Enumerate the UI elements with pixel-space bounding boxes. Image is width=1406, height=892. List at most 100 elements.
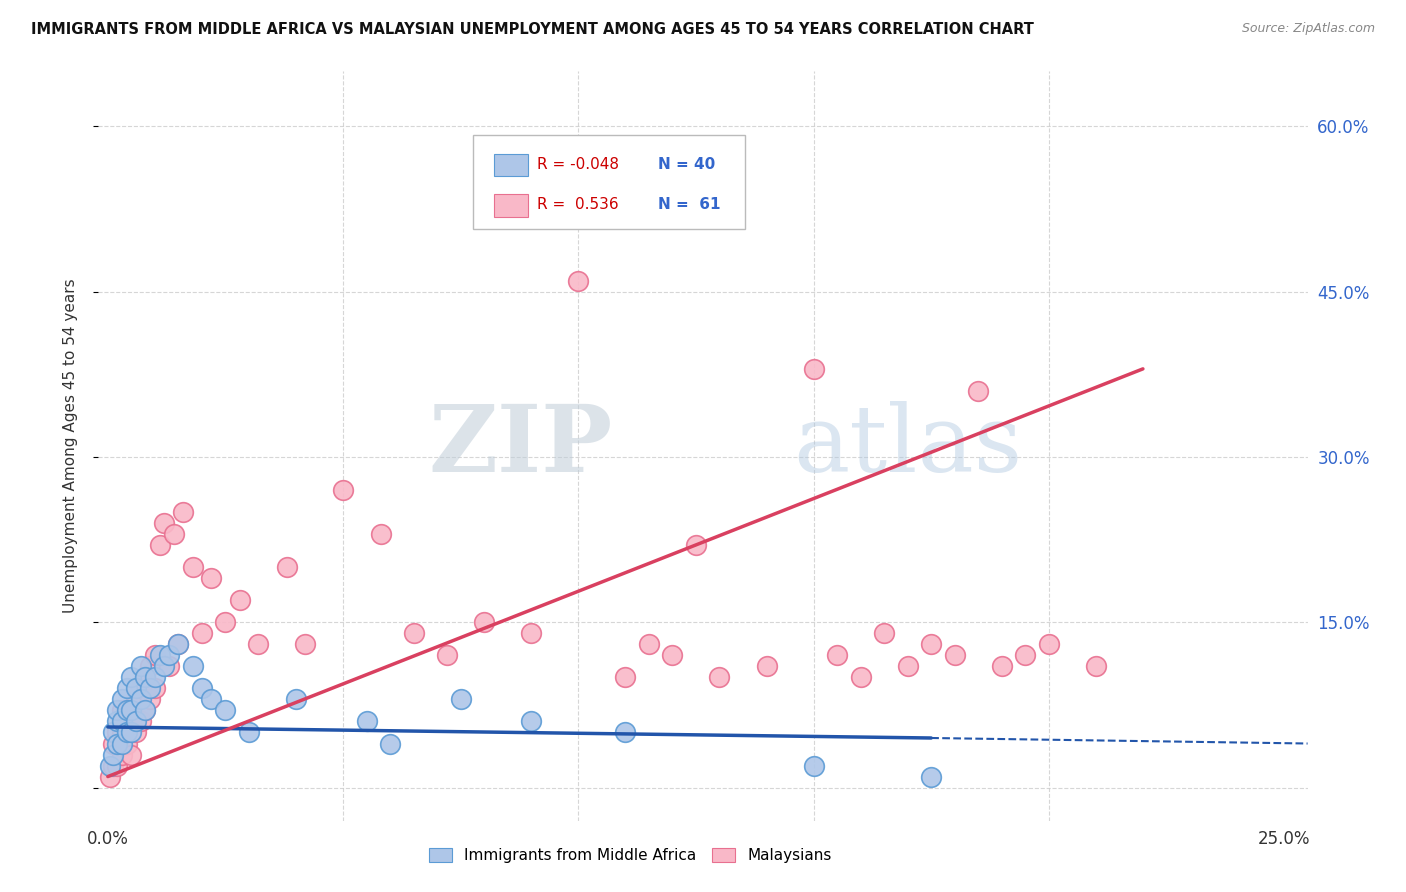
Point (920, 770, 942, 784)
Point (105, 725, 128, 739)
Point (125, 692, 148, 706)
Point (172, 505, 194, 519)
Point (897, 659, 920, 673)
Point (472, 615, 495, 630)
Point (101, 747, 124, 762)
Point (285, 692, 308, 706)
Point (200, 692, 222, 706)
Point (115, 681, 138, 696)
Point (98, 770, 121, 784)
Point (755, 659, 778, 673)
Point (129, 714, 152, 729)
Point (149, 538, 172, 552)
Point (825, 648, 848, 663)
Point (101, 758, 124, 772)
FancyBboxPatch shape (474, 135, 745, 228)
Point (276, 560, 298, 574)
Point (129, 692, 152, 706)
Point (191, 626, 214, 640)
Point (920, 637, 942, 651)
Point (153, 516, 176, 530)
Point (378, 737, 401, 751)
Point (120, 703, 142, 717)
Text: atlas: atlas (793, 401, 1024, 491)
Point (98, 758, 121, 772)
Point (111, 725, 134, 739)
Point (120, 725, 142, 739)
Point (402, 626, 425, 640)
Bar (494, 194, 527, 217)
Point (990, 659, 1012, 673)
Point (520, 714, 543, 729)
Point (143, 648, 166, 663)
Point (873, 626, 896, 640)
Point (105, 714, 128, 729)
Point (849, 670, 872, 684)
Point (125, 725, 148, 739)
Point (238, 725, 260, 739)
Point (111, 714, 134, 729)
Point (709, 670, 731, 684)
Point (228, 593, 250, 607)
Point (105, 703, 128, 717)
Text: Source: ZipAtlas.com: Source: ZipAtlas.com (1241, 22, 1375, 36)
Point (1038, 637, 1060, 651)
Point (294, 637, 316, 651)
Point (134, 670, 156, 684)
Point (157, 659, 180, 673)
Point (163, 527, 186, 541)
Point (214, 703, 236, 717)
Point (101, 737, 124, 751)
Point (143, 670, 166, 684)
Point (181, 659, 204, 673)
Point (125, 681, 148, 696)
Point (115, 714, 138, 729)
Point (1014, 648, 1036, 663)
Point (149, 648, 172, 663)
Point (370, 527, 392, 541)
Point (181, 560, 204, 574)
Point (111, 747, 134, 762)
Point (943, 648, 966, 663)
Point (191, 681, 214, 696)
Point (332, 483, 354, 497)
Point (125, 714, 148, 729)
Point (803, 362, 825, 376)
Point (214, 615, 236, 630)
Text: ZIP: ZIP (427, 401, 613, 491)
Point (139, 681, 162, 696)
Point (120, 670, 142, 684)
Point (139, 692, 162, 706)
Point (115, 725, 138, 739)
Bar (494, 154, 527, 177)
Point (120, 747, 142, 762)
Text: R =  0.536: R = 0.536 (537, 197, 619, 212)
Point (661, 648, 683, 663)
Point (638, 637, 661, 651)
Point (520, 626, 543, 640)
Legend: Immigrants from Middle Africa, Malaysians: Immigrants from Middle Africa, Malaysian… (423, 841, 838, 869)
Point (101, 725, 124, 739)
Point (967, 384, 990, 398)
Point (134, 670, 156, 684)
Point (120, 714, 142, 729)
Point (115, 737, 138, 751)
Point (450, 692, 472, 706)
Point (115, 703, 138, 717)
Point (129, 681, 152, 696)
Text: N = 40: N = 40 (658, 157, 716, 172)
Point (143, 681, 166, 696)
Point (111, 737, 134, 751)
Point (134, 703, 156, 717)
Point (157, 648, 180, 663)
Point (614, 725, 637, 739)
Point (1084, 659, 1107, 673)
Text: R = -0.048: R = -0.048 (537, 157, 620, 172)
Y-axis label: Unemployment Among Ages 45 to 54 years: Unemployment Among Ages 45 to 54 years (63, 278, 77, 614)
Text: N =  61: N = 61 (658, 197, 721, 212)
Point (247, 637, 270, 651)
Point (567, 274, 589, 288)
Point (134, 703, 156, 717)
Text: IMMIGRANTS FROM MIDDLE AFRICA VS MALAYSIAN UNEMPLOYMENT AMONG AGES 45 TO 54 YEAR: IMMIGRANTS FROM MIDDLE AFRICA VS MALAYSI… (31, 22, 1033, 37)
Point (356, 714, 378, 729)
